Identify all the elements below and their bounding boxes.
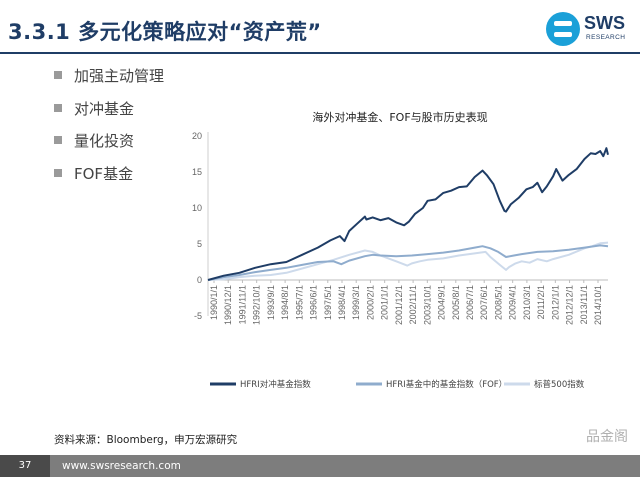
x-tick-label: 2014/10/1 [593, 285, 603, 325]
x-tick-label: 1999/3/1 [351, 285, 361, 320]
slide-title: 3.3.1 多元化策略应对“资产荒” [8, 20, 322, 44]
title-divider [0, 52, 640, 54]
series-lines [207, 147, 609, 281]
x-tick-label: 2001/1/1 [380, 285, 390, 320]
x-tick-label: 2013/11/1 [579, 285, 589, 324]
x-tick-label: 2008/5/1 [493, 285, 503, 320]
x-tick-label: 2009/4/1 [508, 285, 518, 320]
legend: HFRI对冲基金指数 HFRI基金中的基金指数（FOF） 标普500指数 [210, 379, 585, 390]
x-tick-label: 2011/2/1 [536, 285, 546, 319]
bullet-label: 加强主动管理 [74, 67, 165, 85]
x-tick-label: 2010/3/1 [522, 285, 532, 320]
x-tick-label: 1995/7/1 [294, 285, 304, 320]
page-number: 37 [0, 455, 50, 477]
x-tick-label: 2004/9/1 [437, 285, 447, 320]
logo-subtitle: RESEARCH [586, 34, 626, 41]
source-note: 资料来源：Bloomberg，申万宏源研究 [54, 434, 238, 446]
watermark: 品金阁 [586, 429, 628, 445]
bullet-square-icon [54, 103, 62, 112]
x-tick-label: 2006/7/1 [465, 285, 475, 320]
series-line-1 [207, 244, 609, 281]
bullet-square-icon [54, 71, 62, 79]
x-tick-label: 1993/9/1 [266, 285, 276, 320]
x-tick-label: 1998/4/1 [337, 285, 347, 320]
website-link[interactable]: www.swsresearch.com [62, 460, 181, 472]
x-axis: 1990/1/1 1990/12/1 1991/11/1 1992/10/1 1993/… [209, 280, 603, 325]
x-tick-label: 1997/5/1 [323, 285, 333, 320]
x-tick-label: 1994/8/1 [280, 285, 290, 320]
bullet-item: 加强主动管理 [54, 66, 164, 99]
series-line-0 [207, 147, 609, 281]
x-tick-label: 2005/8/1 [451, 285, 461, 320]
bullet-list: 加强主动管理 对冲基金 量化投资 FOF基金 [54, 66, 164, 196]
sws-logo-icon [546, 12, 580, 46]
x-tick-label: 1992/10/1 [252, 285, 262, 325]
legend-label: HFRI对冲基金指数 [240, 379, 311, 390]
sws-logo: SWS RESEARCH [546, 12, 626, 46]
bullet-item: 量化投资 [54, 131, 164, 164]
x-tick-label: 2002/11/1 [408, 285, 418, 324]
legend-label: 标普500指数 [534, 379, 585, 390]
x-tick-label: 1996/6/1 [309, 285, 319, 320]
bullet-item: 对冲基金 [54, 99, 164, 132]
x-tick-label: 2000/2/1 [365, 285, 375, 320]
x-tick-label: 2012/1/1 [550, 285, 560, 320]
bullet-label: 量化投资 [74, 132, 135, 150]
bullet-label: FOF基金 [74, 164, 134, 183]
bullet-square-icon [54, 168, 62, 177]
x-tick-label: 2012/12/1 [565, 285, 575, 325]
y-tick-label: 0 [197, 275, 202, 285]
x-tick-label: 1991/11/1 [237, 285, 247, 324]
series-line-2 [207, 241, 609, 281]
y-tick-label: 15 [192, 167, 202, 177]
bullet-square-icon [54, 136, 62, 144]
y-tick-label: 10 [192, 203, 202, 213]
x-tick-label: 1990/1/1 [209, 285, 219, 320]
x-tick-label: 2003/10/1 [422, 285, 432, 325]
x-tick-label: 1990/12/1 [223, 285, 233, 325]
footer-bar: 37 www.swsresearch.com [0, 455, 640, 477]
y-tick-label: 20 [192, 131, 202, 141]
x-tick-label: 2001/12/1 [394, 285, 404, 325]
y-tick-label: -5 [194, 311, 202, 321]
x-tick-label: 2007/6/1 [479, 285, 489, 320]
bullet-label: 对冲基金 [74, 99, 135, 118]
logo-name: SWS [584, 13, 626, 33]
y-tick-label: 5 [197, 239, 202, 249]
bullet-item: FOF基金 [54, 164, 164, 197]
performance-chart: 海外对冲基金、FOF与股市历史表现 -5 0 5 10 15 20 1990/1/1 199… [180, 100, 620, 418]
chart-title: 海外对冲基金、FOF与股市历史表现 [312, 110, 487, 124]
legend-label: HFRI基金中的基金指数（FOF） [386, 379, 507, 390]
